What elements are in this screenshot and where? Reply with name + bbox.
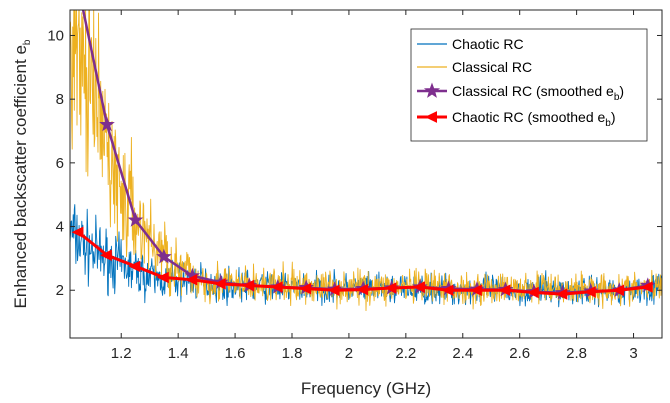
- legend-box: [410, 28, 648, 142]
- y-axis-label: Enhanced backscatter coefficient eb: [11, 39, 33, 308]
- chaotic-rc-smoothed-marker: [270, 281, 283, 293]
- classical-rc-smoothed-marker: [127, 212, 144, 227]
- x-tick-label: 2.8: [566, 345, 587, 362]
- chaotic-rc-smoothed-marker: [583, 286, 596, 298]
- legend-entry-subscript: b: [614, 92, 620, 103]
- chaotic-rc-smoothed-marker: [612, 284, 625, 296]
- chaotic-rc-smoothed-marker: [356, 283, 369, 296]
- legend-entry-label: Chaotic RC (smoothed eb): [452, 109, 616, 129]
- axes-box: [69, 9, 663, 339]
- legend: Chaotic RC Classical RC Classical RC (smoo…: [410, 28, 648, 142]
- x-tick-label: 2.4: [452, 345, 473, 362]
- chaotic-rc-smoothed-marker: [527, 286, 539, 299]
- legend-entry-subscript: b: [605, 118, 611, 129]
- chaotic-rc-smoothed-marker: [441, 284, 454, 296]
- x-tick-label: 2.2: [395, 345, 416, 362]
- x-tick-label: 1.2: [111, 345, 132, 362]
- x-tick-label: 1.6: [225, 345, 246, 362]
- y-axis-label-main: Enhanced backscatter coefficient e: [11, 45, 30, 308]
- chaotic-rc-smoothed-marker: [71, 226, 84, 239]
- chaotic-rc-smoothed-marker: [157, 271, 169, 284]
- chaotic-rc-smoothed-marker: [470, 284, 482, 296]
- chaotic-rc-smoothed-marker: [384, 282, 397, 294]
- legend-marker-star: [423, 82, 441, 98]
- chaotic-rc-smoothed-marker: [413, 281, 425, 293]
- chaotic-rc-smoothed-marker: [100, 249, 112, 261]
- y-tick-label: 6: [56, 155, 64, 172]
- legend-entry-text: Chaotic RC: [452, 36, 524, 52]
- y-tick-label: 10: [47, 27, 64, 44]
- legend-entry-suffix: ): [619, 83, 624, 99]
- chaotic-rc-smoothed-marker: [213, 278, 226, 290]
- chaotic-rc-smoothed-marker: [299, 282, 312, 295]
- legend-entry-suffix: ): [611, 109, 616, 125]
- tick-layer: 1.2 1.4 1.6 1.8 2 2.2 2.4 2.6 2.8 3 2 4 6 8 10: [47, 10, 662, 362]
- legend-entry-text: Classical RC (smoothed e: [452, 83, 614, 99]
- y-tick-label: 8: [56, 91, 64, 108]
- y-tick-label: 2: [56, 282, 64, 299]
- x-tick-label: 3: [629, 345, 637, 362]
- chaotic-rc-smoothed-marker: [185, 273, 198, 286]
- classical-rc-smoothed-marker: [99, 116, 115, 132]
- legend-entry-text: Classical RC: [452, 59, 532, 75]
- legend-entry-label: Chaotic RC: [452, 36, 524, 52]
- legend-marker-triangle: [424, 111, 437, 123]
- chaotic-rc-smoothed-marker: [327, 284, 340, 296]
- x-axis-label: Frequency (GHz): [301, 379, 431, 398]
- x-tick-label: 1.4: [168, 345, 189, 362]
- x-tick-label: 2.6: [509, 345, 530, 362]
- legend-entry-text: Chaotic RC (smoothed e: [452, 109, 606, 125]
- chaotic-rc-smoothed-marker: [128, 260, 141, 273]
- chaotic-rc-smoothed-marker: [242, 279, 255, 292]
- legend-entry-label: Classical RC: [452, 59, 532, 75]
- x-tick-label: 2: [345, 345, 353, 362]
- legend-entry-label: Classical RC (smoothed eb): [452, 83, 624, 103]
- chaotic-rc-smoothed-marker: [498, 284, 511, 296]
- y-axis-label-subscript: b: [22, 39, 33, 45]
- chaotic-rc-smoothed-marker: [640, 281, 653, 293]
- series-layer: [70, 10, 662, 312]
- classical-rc-smoothed-marker: [156, 248, 172, 264]
- y-tick-label: 4: [56, 219, 64, 236]
- chaotic-rc-smoothed-marker: [555, 288, 568, 300]
- x-tick-label: 1.8: [282, 345, 303, 362]
